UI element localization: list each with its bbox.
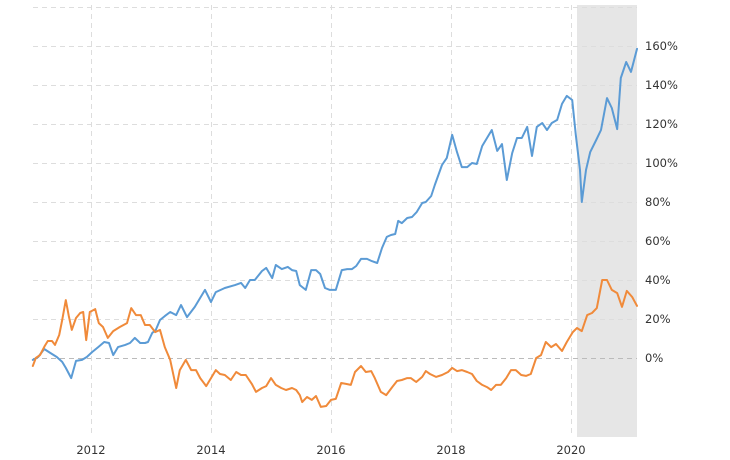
y-tick-label: 20%: [645, 312, 671, 326]
recession-shaded-region: [577, 5, 637, 437]
x-tick-label: 2020: [556, 443, 586, 457]
y-tick-label: 100%: [645, 156, 678, 170]
x-tick-label: 2014: [196, 443, 226, 457]
shaded-region: [577, 5, 637, 437]
y-tick-label: 120%: [645, 117, 678, 131]
y-tick-label: 140%: [645, 78, 678, 92]
y-tick-label: 80%: [645, 195, 671, 209]
x-tick-label: 2018: [436, 443, 466, 457]
x-tick-label: 2016: [316, 443, 346, 457]
data-series: [31, 47, 638, 408]
y-tick-label: 0%: [645, 351, 664, 365]
y-tick-label: 60%: [645, 234, 671, 248]
series-line-blue: [31, 47, 638, 380]
gridlines: [33, 5, 637, 437]
y-tick-label: 160%: [645, 39, 678, 53]
y-tick-label: 40%: [645, 273, 671, 287]
x-tick-label: 2012: [76, 443, 106, 457]
series-line-orange: [31, 279, 638, 408]
